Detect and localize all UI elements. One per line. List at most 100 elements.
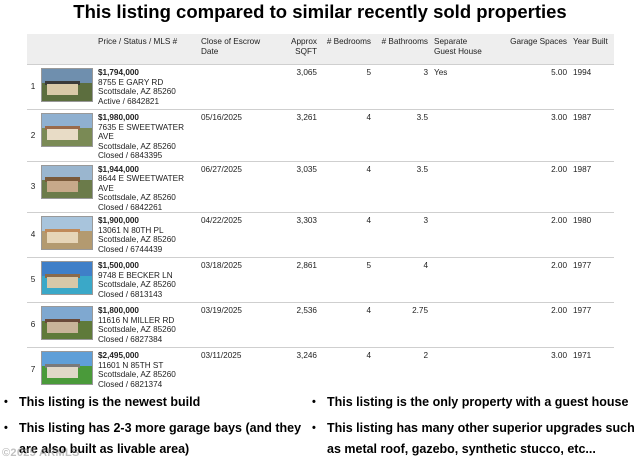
property-photo[interactable] [41,261,93,295]
copyright-watermark: ©2025 ARMLS [2,447,80,459]
year-built-cell: 1977 [570,302,614,348]
city-state-zip: Scottsdale, AZ 85260 [98,87,176,96]
bedrooms-cell: 4 [320,109,374,161]
price-status-cell: $1,794,000 8755 E GARY RD Scottsdale, AZ 8… [95,64,198,110]
year-built-header: Year Built [570,34,614,65]
row-index: 3 [27,160,39,213]
guest-house-cell [431,257,493,303]
table-row[interactable]: 1 $1,794,000 8755 E GARY RD Scottsdale, AZ … [27,64,614,110]
close-date-cell: 04/22/2025 [198,212,270,258]
close-date-cell [198,64,270,110]
sqft-cell: 2,536 [270,302,320,348]
table-row[interactable]: 2 $1,980,000 7635 E SWEETWATER AVE Scottsda… [27,109,614,161]
garage-cell: 2.00 [493,212,570,258]
guest-house-cell [431,302,493,348]
photo-house [47,180,78,192]
close-date-cell: 03/11/2025 [198,347,270,392]
price-status-header: Price / Status / MLS # [95,34,198,65]
close-date-header: Close of Escrow Date [198,34,270,65]
sqft-cell: 3,261 [270,109,320,161]
street-address[interactable]: 13061 N 80TH PL [98,225,164,235]
sqft-cell: 3,065 [270,64,320,110]
year-built-cell: 1987 [570,160,614,213]
comparison-table: Price / Status / MLS # Close of Escrow D… [27,34,614,392]
street-address[interactable]: 9748 E BECKER LN [98,270,173,280]
price: $1,500,000 [98,261,139,270]
bedrooms-cell: 4 [320,212,374,258]
price: $1,900,000 [98,216,139,225]
garage-cell: 2.00 [493,257,570,303]
status-mls: Closed / 6744439 [98,244,163,254]
property-photo[interactable] [41,113,93,147]
table-header-row: Price / Status / MLS # Close of Escrow D… [27,34,614,65]
property-photo[interactable] [41,306,93,340]
status-mls: Closed / 6813143 [98,289,163,299]
street-address[interactable]: 8644 E SWEETWATER AVE [98,174,184,193]
bedrooms-header: # Bedrooms [320,34,374,65]
photo-roof [45,363,80,368]
close-date-cell: 03/18/2025 [198,257,270,303]
photo-house [47,84,78,96]
photo-sky [42,217,92,232]
table-row[interactable]: 4 $1,900,000 13061 N 80TH PL Scottsdale, AZ… [27,212,614,258]
price-status-cell: $1,900,000 13061 N 80TH PL Scottsdale, AZ … [95,212,198,258]
photo-roof [45,318,80,323]
price: $1,980,000 [98,113,139,122]
photo-cell [39,257,95,303]
photo-cell [39,109,95,161]
city-state-zip: Scottsdale, AZ 85260 [98,141,176,151]
close-date-cell: 05/16/2025 [198,109,270,161]
price: $2,495,000 [98,351,139,360]
photo-house [47,232,78,244]
row-index: 2 [27,109,39,161]
price-status-cell: $1,980,000 7635 E SWEETWATER AVE Scottsdal… [95,109,198,161]
status-mls: Closed / 6821374 [98,379,163,389]
table-row[interactable]: 7 $2,495,000 11601 N 85TH ST Scottsdale, AZ… [27,347,614,392]
bathrooms-cell: 2.75 [374,302,431,348]
property-photo[interactable] [41,216,93,250]
property-photo[interactable] [41,351,93,385]
bullet-icon: • [4,396,8,408]
photo-sky [42,352,92,367]
sqft-cell: 2,861 [270,257,320,303]
guest-house-cell: Yes [431,64,493,110]
bullet-text: This listing has many other superior upg… [327,421,635,456]
bathrooms-cell: 3 [374,64,431,110]
photo-cell [39,160,95,213]
sqft-cell: 3,303 [270,212,320,258]
status-mls: Closed / 6842261 [98,202,163,212]
photo-sky [42,307,92,322]
sqft-cell: 3,035 [270,160,320,213]
property-photo[interactable] [41,164,93,199]
bedrooms-cell: 4 [320,160,374,213]
garage-cell: 2.00 [493,302,570,348]
row-index: 1 [27,64,39,110]
index-header [27,34,39,65]
bullet-text: This listing is the only property with a… [327,395,629,409]
sqft-header: Approx SQFT [270,34,320,65]
property-photo[interactable] [41,68,93,102]
street-address[interactable]: 7635 E SWEETWATER AVE [98,122,184,142]
year-built-cell: 1994 [570,64,614,110]
close-date-cell: 06/27/2025 [198,160,270,213]
city-state-zip: Scottsdale, AZ 85260 [98,193,176,202]
street-address[interactable]: 8755 E GARY RD [98,77,164,87]
bathrooms-cell: 3.5 [374,160,431,213]
bathrooms-header: # Bathrooms [374,34,431,65]
table-row[interactable]: 3 $1,944,000 8644 E SWEETWATER AVE Scottsda… [27,160,614,213]
photo-roof [45,177,80,182]
bedrooms-cell: 4 [320,347,374,392]
photo-cell [39,347,95,392]
bathrooms-cell: 4 [374,257,431,303]
photo-sky [42,114,92,129]
table-row[interactable]: 5 $1,500,000 9748 E BECKER LN Scottsdale, A… [27,257,614,303]
status-mls: Closed / 6827384 [98,334,163,344]
year-built-cell: 1971 [570,347,614,392]
street-address[interactable]: 11601 N 85TH ST [98,360,164,370]
bedrooms-cell: 4 [320,302,374,348]
table-row[interactable]: 6 $1,800,000 11616 N MILLER RD Scottsdale, … [27,302,614,348]
photo-sky [42,69,92,84]
price-status-cell: $1,500,000 9748 E BECKER LN Scottsdale, AZ… [95,257,198,303]
photo-sky [42,262,92,277]
street-address[interactable]: 11616 N MILLER RD [98,315,175,325]
